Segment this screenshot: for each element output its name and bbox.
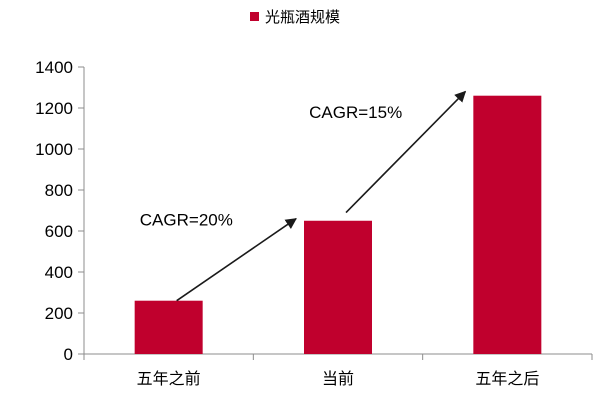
legend: 光瓶酒规模 xyxy=(250,8,340,26)
cagr-label: CAGR=20% xyxy=(140,211,233,230)
bars xyxy=(134,95,542,354)
y-tick-label: 1400 xyxy=(35,58,73,77)
y-tick-label: 200 xyxy=(45,304,73,323)
legend-swatch xyxy=(250,12,259,21)
y-tick-label: 400 xyxy=(45,263,73,282)
legend-label: 光瓶酒规模 xyxy=(265,8,340,26)
cagr-arrow xyxy=(345,90,467,214)
bar xyxy=(134,300,203,354)
cagr-label: CAGR=15% xyxy=(309,103,402,122)
bar xyxy=(304,220,372,354)
y-tick-label: 1000 xyxy=(35,140,73,159)
y-tick-label: 800 xyxy=(45,181,73,200)
y-tick-label: 1200 xyxy=(35,99,73,118)
x-tick-label: 当前 xyxy=(322,369,354,388)
y-axis: 0 200 400 600 800 1000 1200 1400 xyxy=(35,58,85,364)
cagr-arrow xyxy=(176,218,297,302)
bar xyxy=(473,95,542,354)
y-tick-label: 600 xyxy=(45,222,73,241)
y-tick-label: 0 xyxy=(64,345,73,364)
plot-area: 0 200 400 600 800 1000 1200 1400 五年之前 当前 五年之后 CAG… xyxy=(35,58,593,388)
x-axis: 五年之前 当前 五年之后 xyxy=(83,353,593,388)
x-tick-label: 五年之后 xyxy=(475,369,539,388)
annotations: CAGR=20% CAGR=15% xyxy=(140,90,467,302)
x-tick-label: 五年之前 xyxy=(137,369,201,388)
